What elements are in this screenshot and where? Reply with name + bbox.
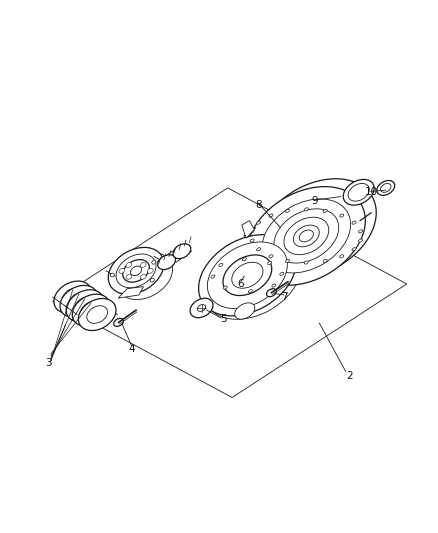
- Ellipse shape: [269, 214, 273, 217]
- Ellipse shape: [68, 293, 89, 310]
- Ellipse shape: [119, 269, 125, 273]
- Ellipse shape: [123, 260, 149, 282]
- Ellipse shape: [299, 230, 314, 242]
- Ellipse shape: [223, 255, 272, 295]
- Ellipse shape: [248, 289, 252, 293]
- Ellipse shape: [340, 255, 344, 258]
- Ellipse shape: [343, 180, 374, 205]
- Text: 7: 7: [281, 292, 288, 302]
- Ellipse shape: [235, 303, 255, 319]
- Ellipse shape: [207, 242, 287, 309]
- Ellipse shape: [359, 239, 363, 242]
- Polygon shape: [118, 287, 144, 298]
- Ellipse shape: [110, 273, 114, 277]
- Ellipse shape: [190, 298, 213, 318]
- Ellipse shape: [286, 260, 290, 262]
- Ellipse shape: [140, 274, 146, 279]
- Ellipse shape: [280, 272, 284, 276]
- Ellipse shape: [74, 297, 95, 314]
- Ellipse shape: [304, 261, 308, 264]
- Ellipse shape: [257, 221, 261, 224]
- Ellipse shape: [152, 261, 156, 264]
- Ellipse shape: [242, 257, 246, 261]
- Ellipse shape: [198, 304, 205, 311]
- Ellipse shape: [262, 199, 350, 273]
- Ellipse shape: [293, 225, 319, 247]
- Ellipse shape: [219, 263, 223, 266]
- Ellipse shape: [304, 208, 308, 211]
- Ellipse shape: [268, 261, 272, 264]
- Ellipse shape: [381, 183, 391, 192]
- Ellipse shape: [250, 239, 254, 242]
- Ellipse shape: [140, 263, 146, 268]
- Ellipse shape: [60, 285, 98, 318]
- Text: 5: 5: [220, 314, 227, 324]
- Ellipse shape: [126, 263, 132, 268]
- Ellipse shape: [204, 238, 301, 319]
- Ellipse shape: [54, 281, 92, 313]
- Ellipse shape: [116, 254, 156, 288]
- Ellipse shape: [348, 183, 369, 201]
- Ellipse shape: [150, 278, 154, 282]
- Ellipse shape: [211, 275, 215, 278]
- Text: 10: 10: [365, 187, 378, 197]
- Ellipse shape: [269, 255, 273, 258]
- Ellipse shape: [359, 230, 363, 233]
- Ellipse shape: [272, 284, 276, 287]
- Ellipse shape: [250, 230, 254, 233]
- Text: 2: 2: [346, 370, 353, 381]
- Ellipse shape: [258, 179, 376, 277]
- Ellipse shape: [66, 290, 104, 322]
- Ellipse shape: [257, 248, 261, 251]
- Ellipse shape: [284, 217, 329, 255]
- Ellipse shape: [72, 294, 110, 326]
- Ellipse shape: [223, 286, 227, 289]
- Ellipse shape: [158, 255, 176, 270]
- Ellipse shape: [131, 266, 141, 276]
- Ellipse shape: [267, 289, 276, 297]
- Ellipse shape: [78, 298, 116, 330]
- Ellipse shape: [286, 209, 290, 213]
- Ellipse shape: [232, 262, 263, 288]
- Ellipse shape: [247, 187, 365, 285]
- Text: 6: 6: [237, 279, 244, 289]
- Ellipse shape: [377, 181, 395, 195]
- Ellipse shape: [114, 318, 124, 326]
- Text: 4: 4: [128, 344, 135, 354]
- Ellipse shape: [87, 306, 108, 324]
- Ellipse shape: [81, 301, 102, 319]
- Ellipse shape: [274, 209, 339, 263]
- Ellipse shape: [62, 288, 83, 306]
- Ellipse shape: [126, 274, 132, 279]
- Ellipse shape: [173, 244, 191, 259]
- Ellipse shape: [323, 260, 327, 262]
- Ellipse shape: [148, 269, 153, 273]
- Ellipse shape: [198, 235, 296, 316]
- Text: 8: 8: [255, 200, 261, 211]
- Ellipse shape: [108, 247, 164, 294]
- Text: 9: 9: [312, 196, 318, 206]
- Ellipse shape: [340, 214, 344, 217]
- Ellipse shape: [323, 209, 327, 213]
- Ellipse shape: [352, 221, 356, 224]
- Ellipse shape: [352, 248, 356, 251]
- Text: 3: 3: [46, 358, 52, 368]
- Ellipse shape: [117, 253, 173, 300]
- Polygon shape: [242, 221, 254, 238]
